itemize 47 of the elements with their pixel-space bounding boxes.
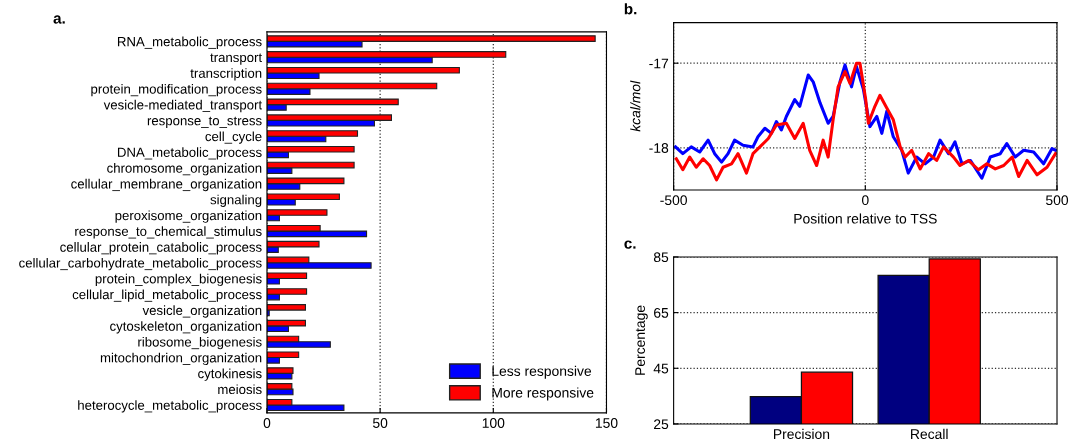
x-tick-label: 500 [1045, 195, 1069, 206]
x-axis-title: Position relative to TSS [794, 213, 937, 224]
y-axis-title: Percentage [635, 305, 648, 375]
legend-label: More responsive [492, 387, 594, 401]
y-tick-label: -18 [649, 143, 669, 153]
y-tick-label: ribosome_biogenesis [138, 336, 262, 350]
y-tick-label: transcription [190, 68, 262, 81]
y-tick-label: vesicle-mediated_transport [103, 99, 263, 113]
y-tick-label: 85 [653, 252, 669, 263]
y-tick-label: 45 [653, 363, 669, 374]
y-tick-label: DNA_metabolic_process [117, 147, 262, 160]
y-tick-label: RNA_metabolic_process [117, 36, 262, 49]
y-tick-label: transport [210, 53, 263, 65]
x-tick-label: 100 [482, 418, 505, 428]
legend-label: Less responsive [492, 365, 592, 379]
y-tick-label: heterocycle_metabolic_process [78, 400, 262, 413]
y-tick-label: signaling [210, 194, 262, 207]
y-axis-title: kcal/mol [630, 80, 641, 132]
x-tick-label: 0 [862, 195, 869, 206]
y-tick-label: meiosis [218, 384, 262, 395]
x-tick-label: 0 [263, 418, 271, 428]
x-tick-label: 50 [372, 418, 388, 428]
text: a. [53, 15, 65, 24]
y-tick-label: cellular_carbohydrate_metabolic_process [19, 257, 262, 271]
x-tick-label: -500 [660, 195, 687, 206]
y-tick-label: response_to_chemical_stimulus [75, 226, 262, 239]
y-tick-label: vesicle_organization [142, 305, 262, 318]
y-tick-label: protein_complex_biogenesis [95, 273, 262, 287]
y-tick-label: mitochondrion_organization [100, 352, 262, 366]
y-tick-label: 25 [654, 419, 669, 430]
chart-title: c. [624, 240, 636, 249]
y-tick-label: peroxisome_organization [115, 210, 262, 223]
x-tick-label: 150 [595, 418, 618, 428]
y-tick-label: cytoskeleton_organization [110, 321, 262, 334]
y-tick-label: cellular_protein_catabolic_process [60, 242, 262, 255]
y-tick-label: cytokinesis [198, 368, 262, 381]
y-tick-label: cell_cycle [205, 131, 262, 144]
y-tick-label: protein_modification_process [91, 84, 262, 97]
y-tick-label: -17 [649, 58, 669, 69]
y-tick-label: cellular_membrane_organization [71, 178, 262, 192]
y-tick-label: response_to_stress [147, 116, 262, 128]
x-tick-label: Precision [774, 428, 830, 440]
y-tick-label: cellular_lipid_metabolic_process [72, 289, 262, 302]
x-tick-label: Recall [911, 428, 948, 440]
chart-title: b. [624, 3, 637, 15]
y-tick-label: 65 [654, 307, 669, 318]
y-tick-label: chromosome_organization [107, 163, 262, 176]
